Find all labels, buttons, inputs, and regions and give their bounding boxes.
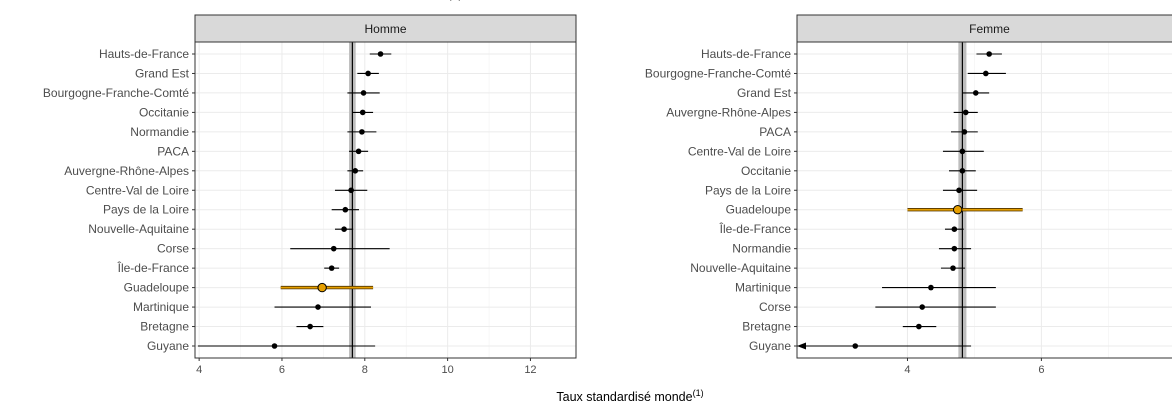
category-label: Hauts-de-France bbox=[99, 47, 189, 61]
data-point bbox=[959, 148, 966, 155]
data-point bbox=[983, 70, 989, 77]
data-point bbox=[962, 109, 969, 116]
panel-border bbox=[194, 41, 577, 359]
category-label: Guyane bbox=[147, 339, 189, 353]
category-label: Auvergne-Rhône-Alpes bbox=[64, 164, 189, 178]
category-label: Occitanie bbox=[741, 164, 791, 178]
data-point bbox=[341, 226, 347, 232]
category-label: Grand Est bbox=[135, 66, 190, 80]
category-label: Auvergne-Rhône-Alpes bbox=[666, 105, 791, 119]
category-label: Hauts-de-France bbox=[701, 47, 791, 61]
data-point bbox=[916, 323, 922, 330]
truncation-arrow bbox=[797, 342, 806, 350]
category-label: Martinique bbox=[735, 281, 791, 295]
category-label: Guyane bbox=[749, 339, 791, 353]
data-point bbox=[317, 282, 327, 293]
panel-strip bbox=[194, 14, 577, 43]
data-point bbox=[271, 343, 278, 349]
category-label: Pays de la Loire bbox=[103, 203, 189, 217]
x-tick-label: 4 bbox=[196, 364, 202, 376]
category-label: Nouvelle-Aquitaine bbox=[88, 222, 189, 236]
category-label: Centre-Val de Loire bbox=[688, 144, 791, 158]
x-axis-title: Taux standardisé monde(1) bbox=[556, 388, 703, 404]
x-axis-title-main: Taux standardisé monde bbox=[556, 390, 692, 404]
data-point bbox=[307, 323, 313, 330]
data-point bbox=[928, 284, 934, 291]
category-label: Centre-Val de Loire bbox=[86, 183, 189, 197]
data-point bbox=[986, 51, 992, 57]
data-point bbox=[852, 343, 859, 349]
data-point bbox=[359, 109, 366, 116]
category-label: Normandie bbox=[732, 242, 791, 256]
data-point bbox=[328, 265, 335, 271]
data-point bbox=[359, 129, 365, 135]
category-label: Guadeloupe bbox=[124, 281, 190, 295]
plot-background bbox=[797, 42, 1172, 358]
x-tick-label: 12 bbox=[524, 364, 536, 376]
panel-strip-title: Femme bbox=[969, 22, 1010, 36]
data-point bbox=[342, 206, 349, 213]
category-label: Bretagne bbox=[140, 320, 189, 334]
data-point bbox=[315, 304, 321, 310]
data-point bbox=[950, 265, 956, 271]
category-label: Normandie bbox=[130, 125, 189, 139]
plot-background bbox=[195, 42, 576, 358]
panel-femme: Femme Hauts-de-France Bourgogne-Franche-Co… bbox=[645, 14, 1172, 376]
data-point bbox=[956, 187, 962, 194]
x-tick-label: 6 bbox=[279, 364, 285, 376]
data-point bbox=[352, 168, 359, 174]
data-point bbox=[959, 168, 966, 174]
category-label: Bourgogne-Franche-Comté bbox=[645, 66, 791, 80]
data-point bbox=[377, 51, 384, 57]
data-point bbox=[972, 90, 979, 96]
category-label: Guadeloupe bbox=[726, 203, 792, 217]
category-label: Martinique bbox=[133, 300, 189, 314]
panel-strip bbox=[796, 14, 1172, 43]
x-tick-label: 10 bbox=[441, 364, 453, 376]
category-label: PACA bbox=[157, 144, 189, 158]
x-tick-label: 4 bbox=[904, 364, 910, 376]
category-label: Île-de-France bbox=[117, 260, 190, 275]
category-label: Corse bbox=[157, 242, 189, 256]
data-point bbox=[330, 245, 337, 252]
x-tick-label: 6 bbox=[1038, 364, 1044, 376]
data-point bbox=[355, 148, 362, 155]
data-point bbox=[919, 304, 926, 310]
x-axis-title-note: (1) bbox=[693, 388, 704, 398]
clipped-title-fragment: (1) bbox=[447, 0, 462, 1]
data-point bbox=[348, 187, 354, 194]
data-point bbox=[952, 205, 963, 215]
data-point bbox=[951, 245, 958, 252]
category-label: Île-de-France bbox=[719, 221, 792, 236]
category-label: PACA bbox=[759, 125, 791, 139]
category-label: Grand Est bbox=[737, 86, 792, 100]
category-label: Nouvelle-Aquitaine bbox=[690, 261, 791, 275]
data-point bbox=[961, 129, 968, 135]
x-tick-label: 8 bbox=[362, 364, 368, 376]
category-label: Bretagne bbox=[742, 320, 791, 334]
category-label: Occitanie bbox=[139, 105, 189, 119]
category-label: Bourgogne-Franche-Comté bbox=[43, 86, 189, 100]
category-label: Corse bbox=[759, 300, 791, 314]
panel-homme: Homme Hauts-de-France Grand Est Bourgogne-F… bbox=[43, 14, 577, 376]
data-point bbox=[951, 226, 958, 232]
data-point bbox=[360, 90, 367, 96]
data-point bbox=[365, 70, 371, 77]
panel-strip-title: Homme bbox=[364, 22, 406, 36]
panel-border bbox=[796, 41, 1172, 359]
category-label: Pays de la Loire bbox=[705, 183, 791, 197]
